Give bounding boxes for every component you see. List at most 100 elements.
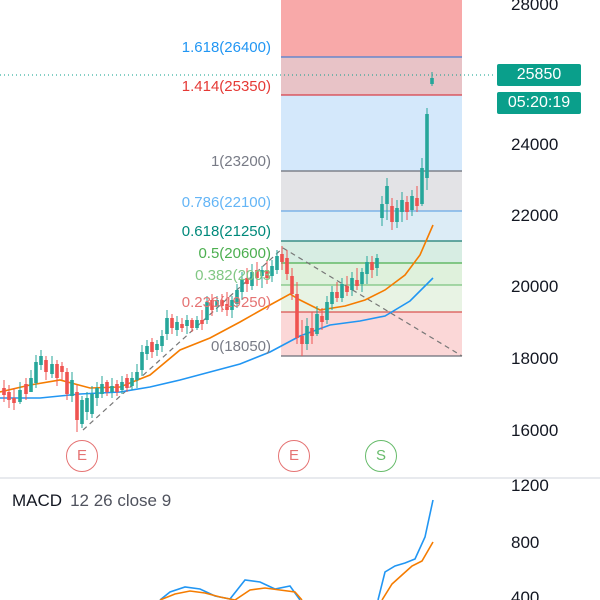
candle-body <box>210 300 214 310</box>
candle-body <box>24 384 28 394</box>
candle-body <box>295 294 299 338</box>
trend-lines <box>82 247 463 431</box>
candle-body <box>425 114 429 178</box>
candle-body <box>105 382 109 392</box>
candle-body <box>60 366 64 372</box>
candle-body <box>400 200 404 212</box>
candle-body <box>120 382 124 390</box>
macd-tick: 1200 <box>511 476 549 495</box>
candle-body <box>140 352 144 370</box>
fib-label: 1.618(26400) <box>182 39 271 56</box>
candle-body <box>290 276 294 294</box>
candle-body <box>2 388 6 395</box>
candle-body <box>12 398 16 403</box>
candle-body <box>39 356 43 365</box>
candle-body <box>34 362 38 383</box>
candle-body <box>145 346 149 354</box>
fib-label: 0.382(2003 <box>195 267 271 284</box>
candle-body <box>415 198 419 206</box>
macd-tick: 400 <box>511 588 539 600</box>
candle-body <box>100 384 104 394</box>
price-tick: 20000 <box>511 277 558 296</box>
price-tick: 24000 <box>511 135 558 154</box>
candle-body <box>320 316 324 322</box>
candle-body <box>250 272 254 286</box>
candle-body <box>305 326 309 344</box>
candle-body <box>260 270 264 276</box>
candle-body <box>115 384 119 392</box>
macd-signal-line <box>159 541 434 600</box>
countdown-tag: 05:20:19 <box>497 92 581 114</box>
candle-body <box>185 320 189 326</box>
candle-body <box>350 278 354 290</box>
macd-name: MACD <box>12 491 63 510</box>
price-axis: 28000 24000 22000 20000 18000 16000 <box>511 0 558 440</box>
candle-body <box>215 300 219 306</box>
fib-zones <box>281 0 462 356</box>
fib-label: 0.786(22100) <box>182 194 271 211</box>
fib-label: 1.414(25350) <box>182 78 271 95</box>
candles <box>2 72 434 432</box>
candle-body <box>170 318 174 328</box>
price-tick: 28000 <box>511 0 558 14</box>
candle-body <box>175 322 179 330</box>
candle-body <box>85 398 89 412</box>
candle-body <box>430 78 434 84</box>
candle-body <box>155 344 159 350</box>
current-price-tag: 25850 <box>497 64 581 86</box>
fib-label: 0.618(21250) <box>182 223 271 240</box>
candle-body <box>195 320 199 328</box>
candle-body <box>90 394 94 414</box>
candle-body <box>410 196 414 210</box>
candle-body <box>340 284 344 298</box>
candle-body <box>325 302 329 320</box>
candle-body <box>110 386 114 392</box>
candle-body <box>80 400 84 424</box>
candle-body <box>230 300 234 310</box>
earnings-event-marker[interactable]: E <box>278 440 310 472</box>
candle-body <box>50 364 54 374</box>
price-tick: 22000 <box>511 206 558 225</box>
candle-body <box>29 378 33 392</box>
candle-body <box>390 206 394 222</box>
candle-body <box>75 392 79 420</box>
candle-body <box>255 270 259 278</box>
candle-body <box>365 262 369 274</box>
fib-label: 0(18050) <box>211 338 271 355</box>
candle-body <box>245 278 249 284</box>
price-tick: 16000 <box>511 421 558 440</box>
candle-body <box>135 372 139 380</box>
fib-label: 0.236(19250) <box>182 294 271 311</box>
candle-body <box>300 336 304 344</box>
candle-body <box>335 292 339 298</box>
candle-body <box>150 342 154 352</box>
earnings-event-marker[interactable]: E <box>66 440 98 472</box>
macd-params: 12 26 close 9 <box>70 491 172 510</box>
candle-body <box>270 266 274 276</box>
macd-indicator-title[interactable]: MACD 12 26 close 9 <box>12 491 171 511</box>
candle-body <box>44 360 48 372</box>
candle-body <box>165 318 169 334</box>
candle-body <box>205 302 209 320</box>
candle-body <box>315 314 319 334</box>
macd-axis: 1200 800 400 <box>511 476 549 600</box>
ma-slow-line <box>0 277 434 399</box>
candle-body <box>18 390 22 402</box>
candle-body <box>70 380 74 396</box>
candle-body <box>95 388 99 398</box>
candle-body <box>220 300 224 306</box>
candle-body <box>345 286 349 292</box>
candle-body <box>160 336 164 346</box>
candle-body <box>360 272 364 284</box>
candle-body <box>420 168 424 204</box>
split-event-marker[interactable]: S <box>365 440 397 472</box>
candle-body <box>7 392 11 400</box>
candle-body <box>125 378 129 388</box>
fib-label: 1(23200) <box>211 153 271 170</box>
candle-body <box>370 262 374 270</box>
candle-body <box>190 320 194 328</box>
candle-body <box>240 280 244 292</box>
candle-body <box>180 324 184 328</box>
candle-body <box>395 208 399 222</box>
